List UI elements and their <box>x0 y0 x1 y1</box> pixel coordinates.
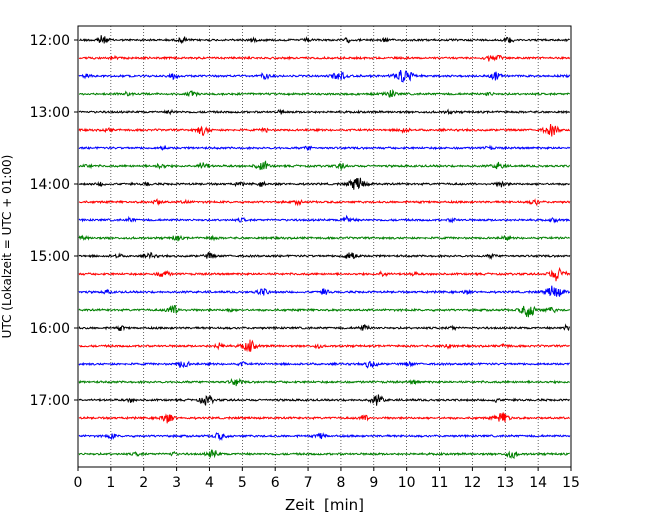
trace-1230 <box>78 70 571 83</box>
x-axis-label: Zeit [min] <box>285 496 364 514</box>
x-tick-label: 6 <box>271 475 280 491</box>
x-tick-label: 12 <box>463 475 481 491</box>
trace-1315 <box>78 123 571 137</box>
x-tick-label: 9 <box>369 475 378 491</box>
y-tick-label: 16:00 <box>30 321 70 337</box>
trace-1500 <box>78 251 571 261</box>
x-tick-label: 15 <box>562 475 580 491</box>
x-axis-ticks: 0 1 2 3 4 5 6 7 8 9 10 11 12 13 14 15 <box>74 467 580 491</box>
x-tick-label: 11 <box>431 475 449 491</box>
x-tick-label: 2 <box>139 475 148 491</box>
trace-1700 <box>78 394 570 406</box>
trace-1730 <box>78 432 571 441</box>
seismic-traces <box>78 35 571 460</box>
x-tick-label: 8 <box>336 475 345 491</box>
y-tick-label: 15:00 <box>30 249 70 265</box>
trace-1430 <box>78 214 570 224</box>
trace-1600 <box>78 323 571 332</box>
y-tick-label: 17:00 <box>30 393 70 409</box>
y-axis-label: UTC (Lokalzeit = UTC + 01:00) <box>0 155 14 339</box>
x-tick-label: 10 <box>398 475 416 491</box>
trace-1745 <box>78 449 570 460</box>
x-tick-label: 5 <box>238 475 247 491</box>
x-tick-label: 14 <box>529 475 547 491</box>
trace-1345 <box>78 160 571 172</box>
plot-frame <box>77 25 572 468</box>
trace-1530 <box>78 285 571 297</box>
x-tick-label: 3 <box>172 475 181 491</box>
trace-1645 <box>78 377 570 387</box>
trace-1715 <box>78 412 570 424</box>
y-tick-label: 13:00 <box>30 105 70 121</box>
trace-1615 <box>78 339 570 353</box>
trace-1630 <box>78 360 571 369</box>
x-tick-label: 13 <box>496 475 514 491</box>
trace-1330 <box>78 144 571 152</box>
trace-1300 <box>78 108 571 116</box>
x-tick-label: 4 <box>205 475 214 491</box>
y-axis-ticks: 12:00 13:00 14:00 15:00 16:00 17:00 <box>30 33 78 409</box>
y-tick-label: 12:00 <box>30 33 70 49</box>
x-tick-label: 1 <box>106 475 115 491</box>
trace-1215 <box>78 54 571 62</box>
trace-1515 <box>78 266 571 282</box>
trace-1415 <box>78 198 571 207</box>
x-tick-label: 0 <box>74 475 83 491</box>
y-tick-label: 14:00 <box>30 177 70 193</box>
trace-1200 <box>78 35 570 45</box>
x-tick-label: 7 <box>304 475 313 491</box>
trace-1545 <box>78 304 571 318</box>
trace-1400 <box>78 177 570 190</box>
trace-1245 <box>79 88 571 98</box>
trace-1445 <box>78 234 570 242</box>
